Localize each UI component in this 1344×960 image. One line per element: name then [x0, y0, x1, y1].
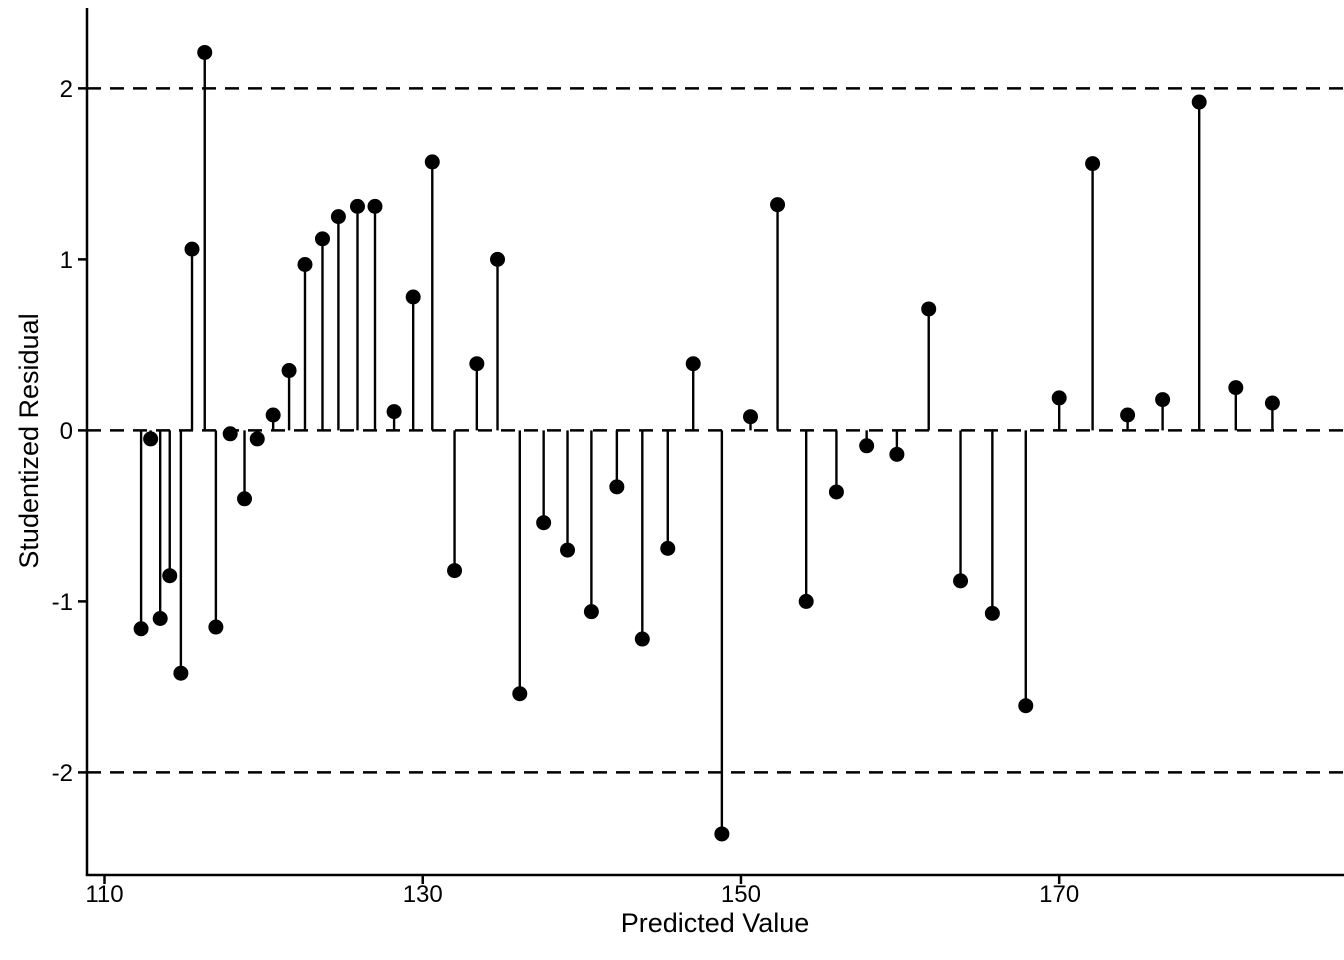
stems-group — [139, 52, 1274, 834]
data-point — [770, 197, 786, 213]
data-point — [197, 44, 213, 60]
data-point — [609, 479, 625, 495]
data-point — [237, 491, 253, 507]
data-point — [1120, 407, 1136, 423]
data-point — [133, 621, 149, 637]
axes-group: 110 130 150 170 -2 -1 0 1 2 — [52, 8, 1344, 908]
data-point — [330, 209, 346, 225]
data-point — [859, 438, 875, 454]
data-point — [536, 515, 552, 531]
data-point — [984, 605, 1000, 621]
data-point — [314, 231, 330, 247]
data-point — [743, 409, 759, 425]
data-point — [222, 426, 238, 442]
data-point — [685, 356, 701, 372]
data-point — [560, 542, 576, 558]
data-point — [1051, 390, 1067, 406]
reference-lines-group — [87, 87, 1344, 774]
y-tick-label: -1 — [52, 589, 73, 616]
data-point — [634, 631, 650, 647]
data-point — [1085, 156, 1101, 172]
y-tick-label: -2 — [52, 760, 73, 787]
data-point — [660, 540, 676, 556]
data-point — [490, 251, 506, 267]
data-point — [1155, 392, 1171, 408]
data-point — [953, 573, 969, 589]
y-tick-label: 0 — [60, 418, 73, 445]
y-axis-title: Studentized Residual — [14, 313, 44, 568]
data-point — [1191, 94, 1207, 110]
data-point — [1264, 395, 1280, 411]
data-point — [798, 593, 814, 609]
data-point — [152, 610, 168, 626]
x-axis-title: Predicted Value — [621, 908, 810, 938]
data-point — [367, 198, 383, 214]
data-point — [583, 604, 599, 620]
data-point — [162, 568, 178, 584]
y-tick-label: 1 — [60, 247, 73, 274]
data-point — [386, 404, 402, 420]
data-point — [424, 154, 440, 170]
data-point — [1228, 380, 1244, 396]
data-point — [281, 363, 297, 379]
data-point — [265, 407, 281, 423]
data-point — [297, 257, 313, 273]
data-point — [447, 563, 463, 579]
data-point — [714, 826, 730, 842]
data-point — [349, 198, 365, 214]
x-tick-label: 170 — [1039, 881, 1079, 908]
data-point — [208, 619, 224, 635]
data-point — [405, 289, 421, 305]
points-group — [133, 44, 1280, 842]
data-point — [828, 484, 844, 500]
data-point — [469, 356, 485, 372]
data-point — [1018, 698, 1034, 714]
y-tick-label: 2 — [60, 76, 73, 103]
x-tick-label: 150 — [721, 881, 761, 908]
data-point — [889, 446, 905, 462]
data-point — [143, 431, 159, 447]
data-point — [249, 431, 265, 447]
x-tick-label: 130 — [403, 881, 443, 908]
data-point — [512, 686, 528, 702]
data-point — [173, 665, 189, 681]
data-point — [184, 241, 200, 257]
data-point — [921, 301, 937, 317]
x-tick-label: 110 — [85, 881, 123, 908]
